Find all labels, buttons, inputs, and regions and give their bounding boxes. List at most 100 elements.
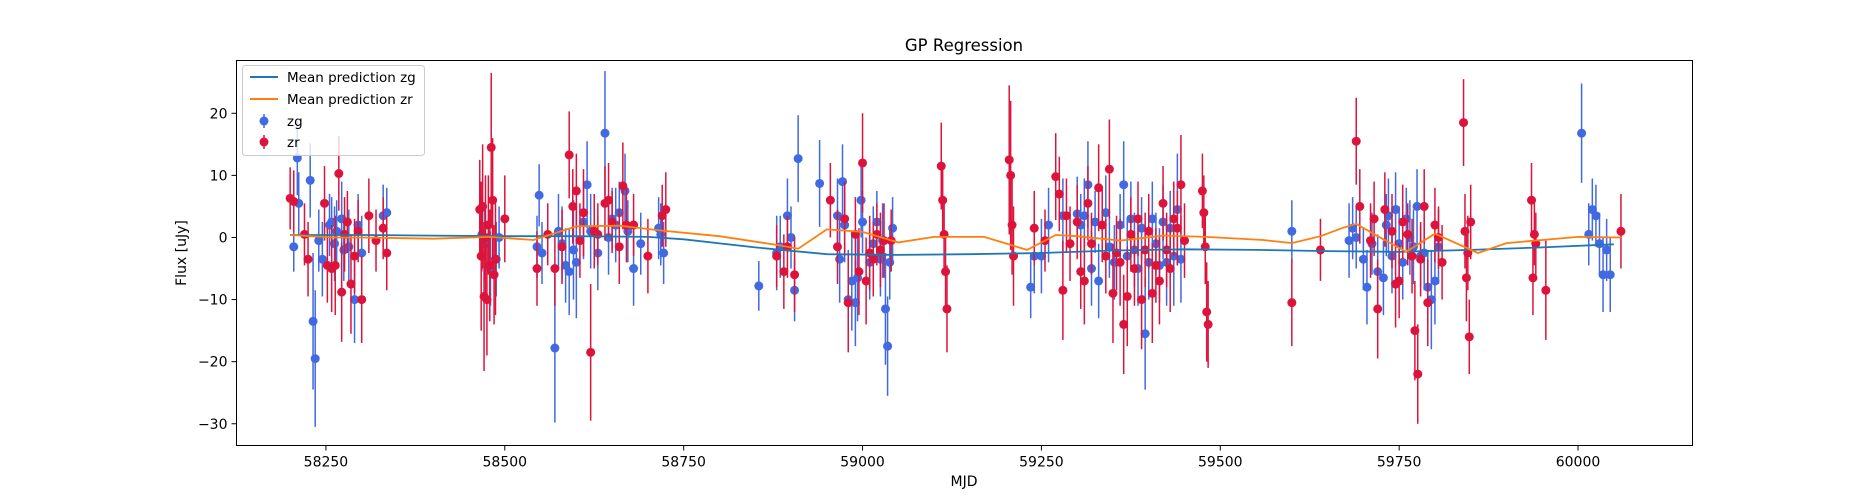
zr-point-31 xyxy=(491,254,501,264)
zg-point-102 xyxy=(1147,214,1157,224)
zr-point-123 xyxy=(1203,319,1213,329)
zg-point-60 xyxy=(835,254,845,264)
zr-point-11 xyxy=(342,217,352,227)
zr-point-98 xyxy=(1108,288,1118,298)
zr-point-58 xyxy=(790,270,800,280)
legend-label-mean-zr: Mean prediction zr xyxy=(287,92,413,108)
zr-point-132 xyxy=(1387,226,1397,236)
zr-point-29 xyxy=(488,195,498,205)
zg-point-125 xyxy=(1398,257,1408,267)
zr-point-95 xyxy=(1097,220,1107,230)
zr-point-91 xyxy=(1079,276,1089,286)
zg-point-6 xyxy=(314,236,324,246)
legend-label-zr: zr xyxy=(287,135,300,151)
zr-point-87 xyxy=(1061,211,1071,221)
zr-point-94 xyxy=(1094,183,1104,193)
zr-point-65 xyxy=(858,158,868,168)
zr-point-156 xyxy=(1541,285,1551,295)
zr-point-64 xyxy=(854,267,864,277)
zg-point-4 xyxy=(308,316,318,326)
zr-point-119 xyxy=(1197,186,1207,196)
zr-point-47 xyxy=(607,217,617,227)
zg-point-32 xyxy=(564,267,574,277)
zr-point-46 xyxy=(604,195,614,205)
zr-point-8 xyxy=(334,169,344,179)
zr-point-56 xyxy=(779,267,789,277)
zg-point-123 xyxy=(1391,205,1401,215)
zr-point-59 xyxy=(825,195,835,205)
x-tick-label-6: 59750 xyxy=(1377,455,1422,471)
zg-point-15 xyxy=(350,295,360,305)
zg-point-100 xyxy=(1140,329,1150,339)
zr-point-153 xyxy=(1528,273,1538,283)
zr-point-118 xyxy=(1180,236,1190,246)
zr-point-101 xyxy=(1119,319,1129,329)
line-mean-prediction-zr xyxy=(290,222,1622,254)
zr-point-18 xyxy=(378,223,388,233)
zr-point-141 xyxy=(1419,201,1429,211)
zr-point-157 xyxy=(1616,226,1626,236)
zr-point-1 xyxy=(289,196,299,206)
zr-point-146 xyxy=(1459,118,1469,128)
zr-point-115 xyxy=(1169,214,1179,224)
zg-point-85 xyxy=(1079,211,1089,221)
zr-point-128 xyxy=(1366,236,1376,246)
zr-point-4 xyxy=(320,198,330,208)
zg-point-99 xyxy=(1137,223,1147,233)
x-tick-label-5: 59500 xyxy=(1198,455,1243,471)
zr-point-100 xyxy=(1115,257,1125,267)
zg-point-141 xyxy=(1598,270,1608,280)
y-tick-label-1: 10 xyxy=(210,168,228,184)
zr-point-60 xyxy=(833,242,843,252)
zr-point-78 xyxy=(1004,155,1014,165)
zg-point-57 xyxy=(793,154,803,164)
zr-point-66 xyxy=(861,276,871,286)
zr-point-116 xyxy=(1172,223,1182,233)
zr-point-135 xyxy=(1398,217,1408,227)
x-tick-label-4: 59250 xyxy=(1019,455,1064,471)
y-tick-label-5: −30 xyxy=(198,417,228,433)
zr-point-120 xyxy=(1199,208,1209,218)
zg-point-134 xyxy=(1430,276,1440,286)
zr-point-131 xyxy=(1380,205,1390,215)
zr-point-30 xyxy=(489,270,499,280)
zr-point-103 xyxy=(1126,229,1136,239)
zr-point-152 xyxy=(1527,195,1537,205)
zg-point-39 xyxy=(600,128,610,138)
legend-label-mean-zg: Mean prediction zg xyxy=(287,70,416,86)
zg-point-19 xyxy=(382,208,392,218)
zr-point-33 xyxy=(532,264,542,274)
zr-point-44 xyxy=(593,229,603,239)
zr-point-129 xyxy=(1369,214,1379,224)
zr-point-139 xyxy=(1413,369,1423,379)
zr-point-3 xyxy=(303,254,313,264)
legend-swatch-zr-marker xyxy=(259,137,269,147)
zr-point-40 xyxy=(575,236,585,246)
zr-point-108 xyxy=(1144,226,1154,236)
zr-point-105 xyxy=(1133,214,1143,224)
zr-point-130 xyxy=(1373,304,1383,314)
zg-point-0 xyxy=(289,242,299,252)
zr-point-62 xyxy=(843,298,853,308)
zg-point-129 xyxy=(1412,201,1422,211)
legend-label-zg: zg xyxy=(287,114,303,130)
zr-point-9 xyxy=(337,287,347,297)
zg-point-91 xyxy=(1104,242,1114,252)
zg-point-58 xyxy=(815,178,825,188)
plot-area xyxy=(285,71,1626,427)
zr-point-109 xyxy=(1147,288,1157,298)
zr-point-12 xyxy=(346,279,356,289)
zg-point-115 xyxy=(1358,254,1368,264)
zg-point-17 xyxy=(357,248,367,258)
zg-point-74 xyxy=(880,304,890,314)
zr-point-48 xyxy=(614,242,624,252)
zg-point-76 xyxy=(885,257,895,267)
zr-point-143 xyxy=(1430,220,1440,230)
zr-point-117 xyxy=(1176,180,1186,190)
zr-point-49 xyxy=(618,181,628,191)
zr-point-88 xyxy=(1065,239,1075,249)
zr-point-73 xyxy=(936,161,946,171)
axes-frame xyxy=(236,60,1693,446)
zg-point-46 xyxy=(629,264,639,274)
zr-point-32 xyxy=(500,214,510,224)
